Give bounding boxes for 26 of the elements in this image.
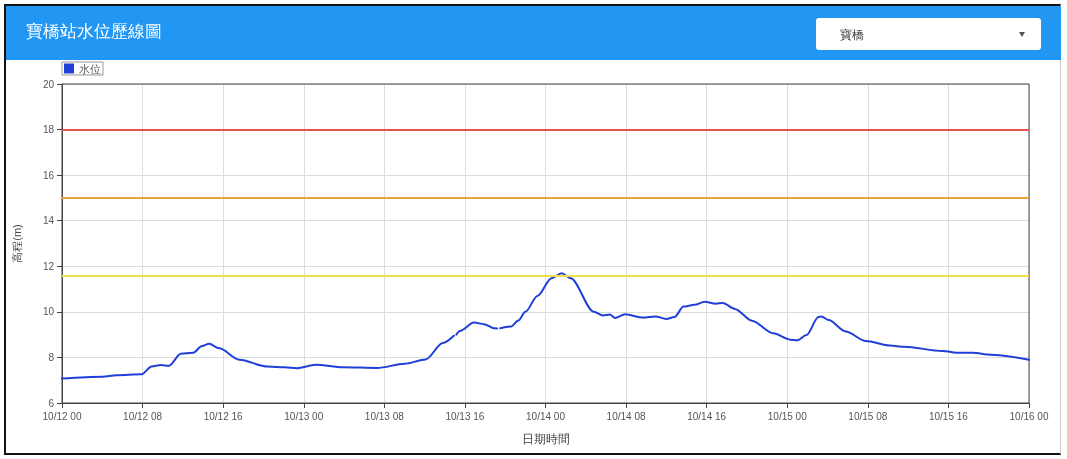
y-tick-label: 20 xyxy=(42,78,55,90)
y-tick-label: 18 xyxy=(42,124,55,136)
x-axis-title: 日期時間 xyxy=(521,432,570,446)
x-tick-label: 10/12 00 xyxy=(42,410,82,422)
dropdown-field: 寶橋 xyxy=(816,18,1041,50)
x-tick-label: 10/14 08 xyxy=(606,410,646,422)
x-tick-label: 10/15 16 xyxy=(928,410,969,422)
y-tick-label: 6 xyxy=(48,397,55,409)
x-tick-label: 10/13 16 xyxy=(445,410,485,422)
x-tick-label: 10/14 16 xyxy=(687,410,727,422)
y-tick-label: 10 xyxy=(42,306,55,318)
y-tick-label: 8 xyxy=(48,351,55,363)
y-tick-label: 16 xyxy=(42,169,55,181)
y-axis-title: 高程(m) xyxy=(10,224,23,263)
x-tick-label: 10/13 00 xyxy=(284,410,324,422)
x-tick-label: 10/15 00 xyxy=(767,410,808,422)
x-tick-label: 10/15 08 xyxy=(848,410,888,422)
x-tick-label: 10/13 08 xyxy=(364,410,405,422)
x-tick-label: 10/16 00 xyxy=(1009,410,1049,422)
x-tick-label: 10/12 08 xyxy=(123,410,163,422)
y-tick-label: 12 xyxy=(42,260,55,272)
x-tick-label: 10/12 16 xyxy=(203,410,244,422)
x-tick-label: 10/14 00 xyxy=(526,410,566,422)
y-tick-label: 14 xyxy=(42,215,55,227)
chart-title: 寶橋站水位歷線圖 xyxy=(26,20,162,43)
legend-label: 水位 xyxy=(79,62,101,75)
